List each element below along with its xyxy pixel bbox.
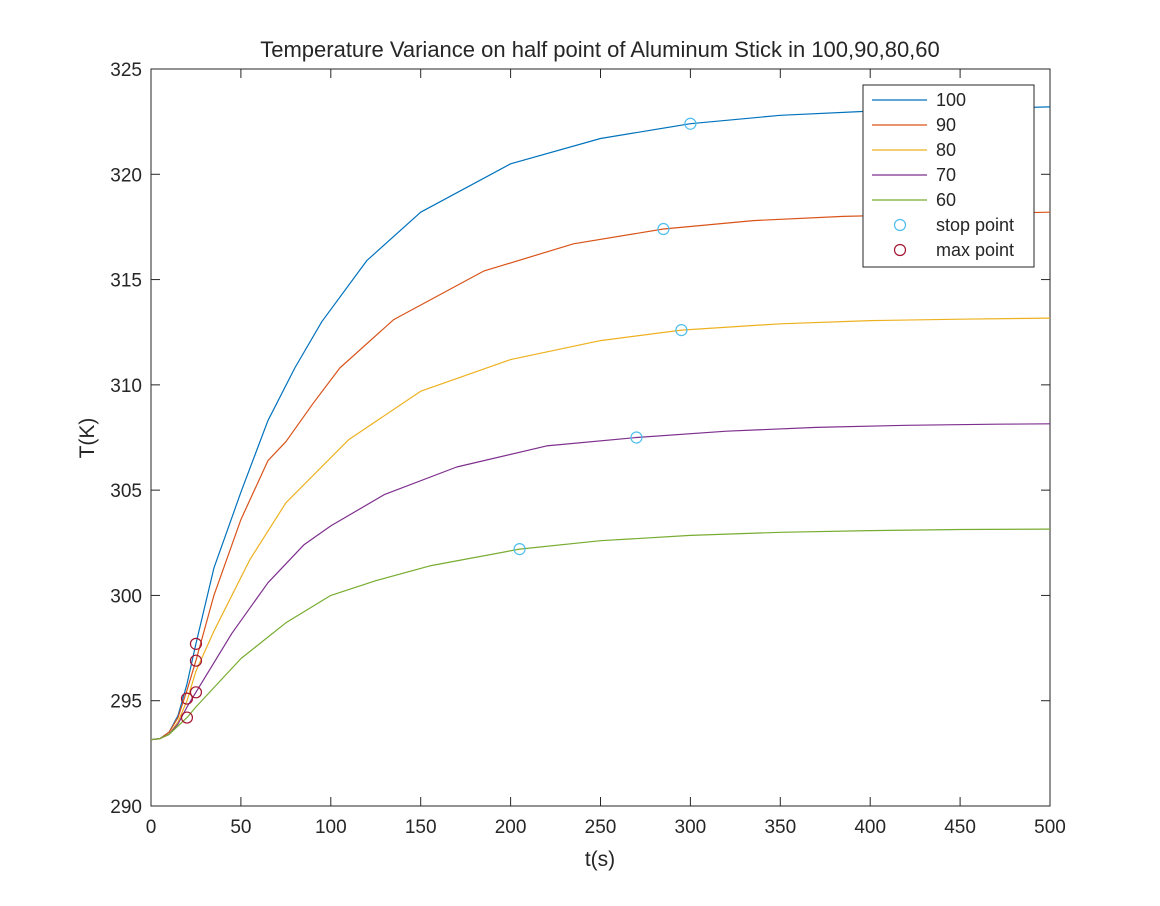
max-point-marker [180, 692, 194, 705]
chart-title: Temperature Variance on half point of Al… [260, 37, 940, 62]
legend-label: 80 [936, 140, 956, 160]
series-line-100 [150, 106, 1051, 741]
max-point-marker [180, 711, 194, 724]
legend-label: stop point [936, 215, 1014, 235]
stop-point-marker [630, 431, 643, 444]
stop-point-marker [684, 117, 697, 130]
legend-marker [893, 243, 907, 257]
legend: 100 90 80 70 60 stop point max point [862, 84, 1035, 268]
x-tick-label: 200 [495, 817, 527, 838]
series-line-60 [150, 528, 1051, 741]
x-tick-label: 400 [854, 817, 886, 838]
y-tick-label: 305 [110, 481, 142, 502]
series-line-80 [150, 317, 1051, 741]
stop-point-marker [675, 324, 688, 337]
legend-box [862, 84, 1035, 268]
x-tick-label: 250 [585, 817, 617, 838]
series-line-70 [150, 423, 1051, 741]
x-tick-label: 300 [675, 817, 707, 838]
stop-point-marker [657, 222, 670, 236]
y-tick-label: 315 [110, 271, 142, 292]
y-tick-label: 300 [110, 586, 142, 607]
y-axis-label: T(K) [76, 418, 99, 459]
legend-label: max point [936, 240, 1014, 260]
max-point-marker [189, 686, 203, 699]
y-tick-label: 310 [110, 376, 142, 397]
legend-marker [893, 218, 907, 232]
legend-label: 60 [936, 190, 956, 210]
y-tick-label: 295 [110, 692, 142, 713]
max-point-marker [189, 654, 203, 667]
x-tick-label: 500 [1034, 817, 1066, 838]
x-tick-label: 0 [146, 817, 157, 838]
series-line-90 [150, 211, 1051, 741]
x-tick-label: 350 [764, 817, 796, 838]
stop-point-marker [513, 543, 526, 556]
legend-label: 90 [936, 115, 956, 135]
x-tick-label: 150 [405, 817, 437, 838]
x-tick-label: 100 [315, 817, 347, 838]
legend-label: 100 [936, 90, 966, 110]
y-tick-label: 290 [110, 797, 142, 818]
y-tick-label: 320 [110, 165, 142, 186]
legend-label: 70 [936, 165, 956, 185]
y-tick-label: 325 [110, 60, 142, 81]
x-tick-label: 450 [944, 817, 976, 838]
x-tick-label: 50 [230, 817, 251, 838]
max-point-marker [189, 637, 203, 650]
x-axis-label: t(s) [585, 848, 615, 871]
